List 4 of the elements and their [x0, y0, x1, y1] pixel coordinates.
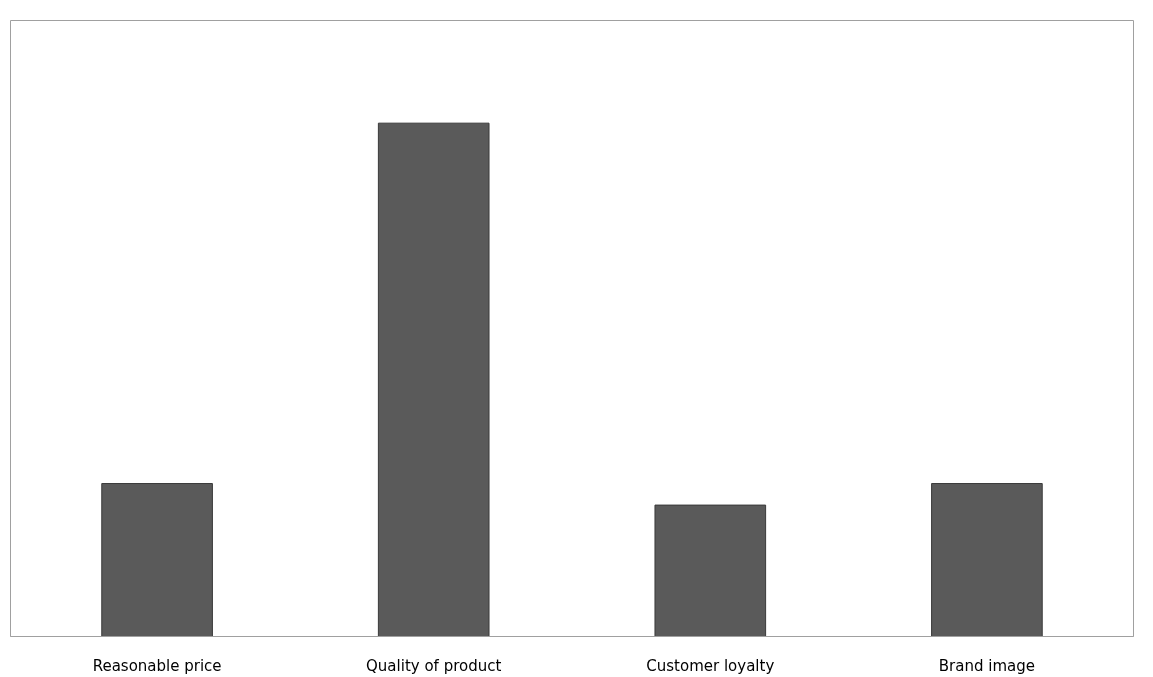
x-tick-label: Reasonable price [92, 656, 222, 675]
x-tick-label: Customer loyalty [646, 656, 775, 675]
x-tick-label: Quality of product [366, 656, 502, 675]
x-tick-label: Brand image [938, 656, 1035, 675]
